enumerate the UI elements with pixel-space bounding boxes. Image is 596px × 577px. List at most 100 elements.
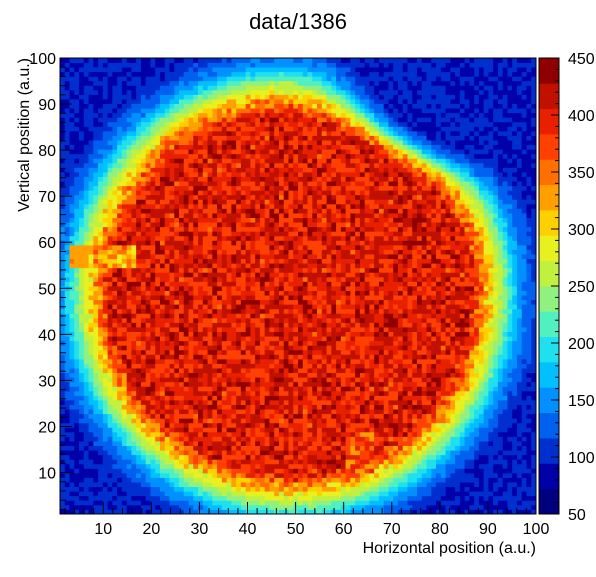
heatmap-cell xyxy=(440,327,446,332)
heatmap-cell xyxy=(512,427,518,433)
heatmap-cell xyxy=(255,454,261,460)
heatmap-cell xyxy=(183,472,189,478)
heatmap-cell xyxy=(474,313,480,319)
heatmap-cell xyxy=(188,463,194,469)
heatmap-cell xyxy=(407,509,413,515)
heatmap-cell xyxy=(107,322,113,328)
heatmap-cell xyxy=(407,395,413,401)
heatmap-cell xyxy=(117,472,123,478)
heatmap-cell xyxy=(93,390,99,396)
heatmap-cell xyxy=(64,322,70,328)
heatmap-cell xyxy=(421,450,427,456)
heatmap-cell xyxy=(397,491,404,497)
heatmap-cell xyxy=(426,404,432,410)
heatmap-cell xyxy=(512,358,518,364)
heatmap-cell xyxy=(440,304,446,310)
heatmap-cell xyxy=(455,445,461,451)
heatmap-cell xyxy=(140,354,147,360)
heatmap-cell xyxy=(88,441,94,446)
heatmap-cell xyxy=(212,504,218,510)
heatmap-cell xyxy=(198,472,204,478)
heatmap-cell xyxy=(245,509,251,515)
heatmap-cell xyxy=(345,445,351,451)
heatmap-cell xyxy=(198,299,204,305)
heatmap-cell xyxy=(131,491,137,497)
heatmap-cell xyxy=(202,445,208,451)
heatmap-cell xyxy=(278,358,285,364)
heatmap-cell xyxy=(302,463,308,469)
heatmap-cell xyxy=(331,395,337,401)
heatmap-cell xyxy=(483,390,489,396)
heatmap-cell xyxy=(245,308,251,314)
heatmap-cell xyxy=(512,363,518,369)
heatmap-cell xyxy=(512,322,518,328)
heatmap-cell xyxy=(331,500,337,506)
heatmap-cell xyxy=(207,368,213,374)
heatmap-cell xyxy=(493,504,499,510)
heatmap-cell xyxy=(221,509,227,515)
heatmap-cell xyxy=(293,427,299,433)
heatmap-cell xyxy=(464,436,470,442)
heatmap-cell xyxy=(474,304,480,310)
heatmap-cell xyxy=(383,422,389,428)
heatmap-cell xyxy=(421,340,427,346)
heatmap-cell xyxy=(298,381,304,387)
heatmap-cell xyxy=(60,368,66,374)
heatmap-cell xyxy=(88,349,94,355)
heatmap-cell xyxy=(240,404,247,410)
heatmap-cell xyxy=(202,436,208,442)
heatmap-cell xyxy=(188,504,194,510)
heatmap-cell xyxy=(478,409,485,415)
heatmap-cell xyxy=(236,454,242,460)
heatmap-cell xyxy=(369,390,375,396)
heatmap-cell xyxy=(369,336,375,342)
heatmap-cell xyxy=(359,463,366,469)
heatmap-cell xyxy=(226,363,232,369)
heatmap-cell xyxy=(288,413,294,419)
heatmap-cell xyxy=(307,322,313,328)
heatmap-cell xyxy=(207,418,213,424)
heatmap-cell xyxy=(312,345,318,351)
heatmap-cell xyxy=(121,400,128,405)
heatmap-cell xyxy=(378,386,385,392)
heatmap-cell xyxy=(450,299,456,305)
heatmap-cell xyxy=(393,454,399,460)
heatmap-cell xyxy=(112,313,118,319)
heatmap-cell xyxy=(374,358,380,364)
heatmap-cell xyxy=(202,482,208,488)
heatmap-cell xyxy=(440,500,446,506)
heatmap-cell xyxy=(374,459,380,465)
heatmap-cell xyxy=(397,372,404,378)
heatmap-cell xyxy=(345,472,351,478)
heatmap-cell xyxy=(421,295,427,301)
heatmap-cell xyxy=(155,340,161,346)
heatmap-cell xyxy=(250,431,256,437)
heatmap-cell xyxy=(83,386,89,392)
heatmap-cell xyxy=(74,363,80,369)
heatmap-cell xyxy=(431,486,437,492)
heatmap-cell xyxy=(464,372,470,378)
heatmap-cell xyxy=(274,286,280,291)
heatmap-cell xyxy=(69,372,75,378)
heatmap-cell xyxy=(431,363,437,369)
heatmap-cell xyxy=(212,413,218,419)
heatmap-cell xyxy=(378,486,385,492)
heatmap-cell xyxy=(250,500,256,506)
heatmap-cell xyxy=(298,441,304,446)
heatmap-cell xyxy=(102,386,108,392)
heatmap-cell xyxy=(131,358,137,364)
heatmap-cell xyxy=(98,363,104,369)
heatmap-cell xyxy=(131,504,137,510)
heatmap-cell xyxy=(140,482,147,488)
heatmap-cell xyxy=(531,295,537,301)
heatmap-cell xyxy=(217,363,223,369)
heatmap-cell xyxy=(521,413,527,419)
heatmap-cell xyxy=(374,290,380,296)
heatmap-cell xyxy=(193,450,199,456)
heatmap-cell xyxy=(207,354,213,360)
heatmap-cell xyxy=(298,418,304,424)
heatmap-cell xyxy=(217,495,223,501)
heatmap-cell xyxy=(483,486,489,492)
heatmap-cell xyxy=(493,336,499,342)
heatmap-cell xyxy=(378,317,385,323)
